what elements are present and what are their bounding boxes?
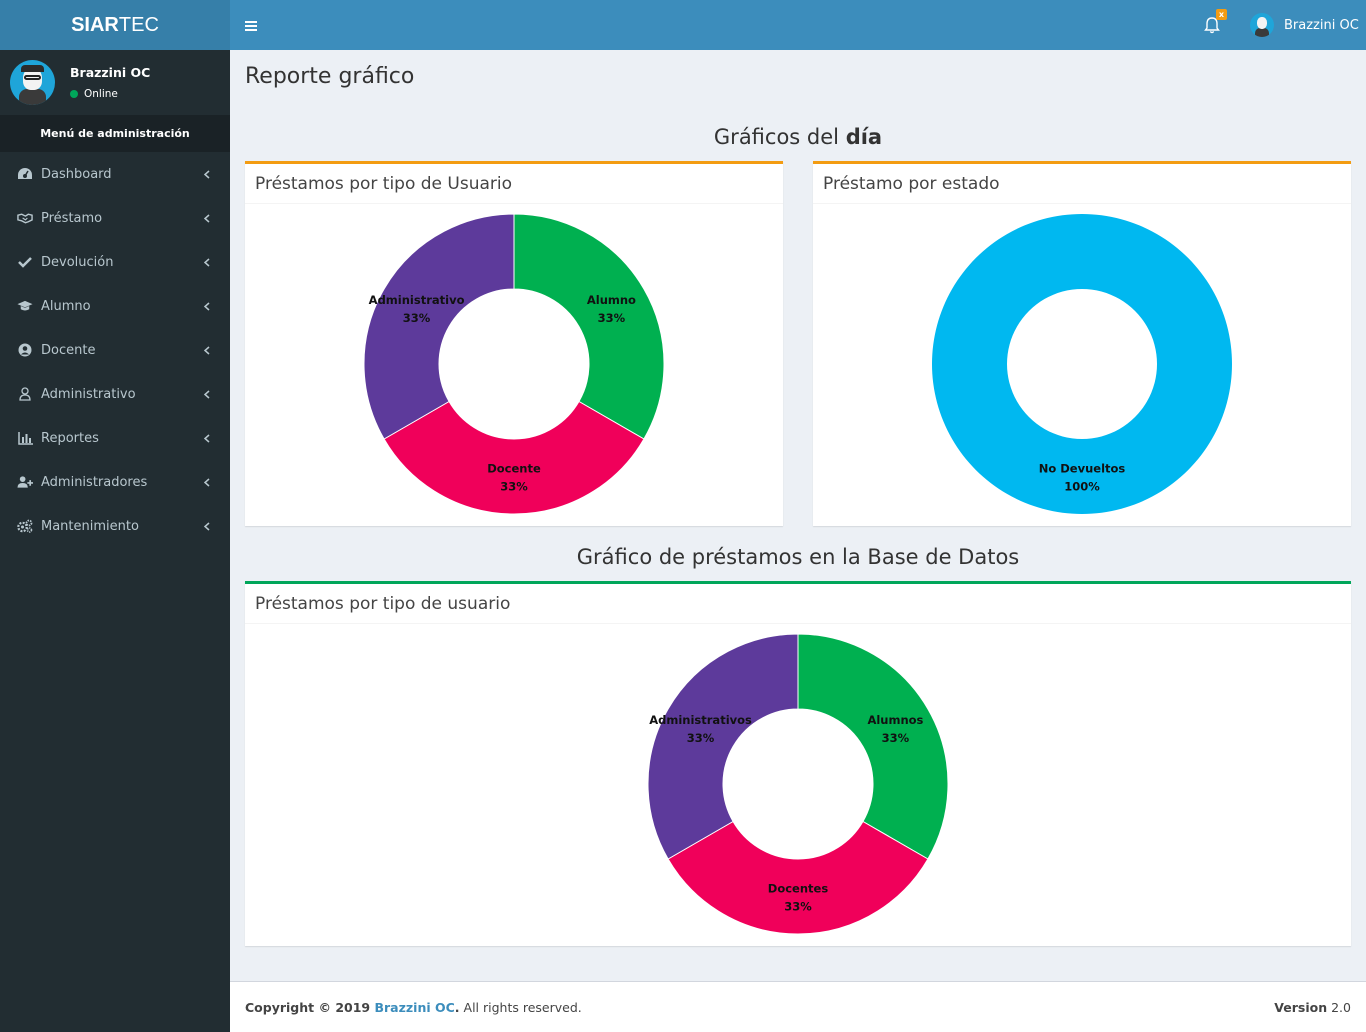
user-avatar-small xyxy=(1250,13,1274,37)
chevron-left-icon xyxy=(202,301,212,311)
chevron-left-icon xyxy=(202,257,212,267)
brand-link[interactable]: Brazzini OC xyxy=(374,1000,455,1015)
slice-value-label: 33% xyxy=(403,311,431,325)
slice-label: No Devueltos xyxy=(1039,462,1126,476)
user-plus-icon xyxy=(17,474,33,490)
slice-value-label: 33% xyxy=(784,900,812,914)
slice-value-label: 100% xyxy=(1064,480,1100,494)
slice-label: Administrativos xyxy=(649,713,752,727)
app-logo[interactable]: SIAR TEC xyxy=(0,0,230,50)
footer-version: Version 2.0 xyxy=(1274,1000,1351,1015)
chart-box-usuario: Préstamos por tipo de Usuario Alumno 33% D… xyxy=(245,161,783,526)
sidebar-item-dashboard[interactable]: Dashboard xyxy=(0,152,230,196)
chevron-left-icon xyxy=(202,389,212,399)
slice-label: Administrativo xyxy=(369,293,465,307)
chevron-left-icon xyxy=(202,169,212,179)
pie-slice-docentes[interactable] xyxy=(667,820,929,935)
box-title: Préstamos por tipo de usuario xyxy=(245,584,1351,624)
pie-slice-administrativos[interactable] xyxy=(647,633,799,860)
sidebar-item-label: Alumno xyxy=(41,298,91,314)
sidebar-item-devolucion[interactable]: Devolución xyxy=(0,240,230,284)
notification-badge: x xyxy=(1216,9,1227,20)
cogs-icon xyxy=(17,518,33,534)
sidebar-item-prestamo[interactable]: Préstamo xyxy=(0,196,230,240)
user-panel: Brazzini OC Online xyxy=(0,50,230,115)
bar-chart-icon xyxy=(17,430,33,446)
copyright-text: Copyright © 2019 xyxy=(245,1000,375,1015)
user-menu[interactable]: Brazzini OC xyxy=(1250,13,1359,37)
donut-chart-db: Alumnos 33% Docentes 33% Administrativos 33% xyxy=(647,633,949,935)
chevron-left-icon xyxy=(202,521,212,531)
online-dot-icon xyxy=(70,90,78,98)
menu-header: Menú de administración xyxy=(0,115,230,152)
sidebar-item-administradores[interactable]: Administradores xyxy=(0,460,230,504)
pie-slice-administrativo[interactable] xyxy=(363,213,515,440)
user-name: Brazzini OC xyxy=(70,65,151,80)
chart-box-estado: Préstamo por estado No Devueltos 100% xyxy=(813,161,1351,526)
dashboard-icon xyxy=(17,166,33,182)
user-status[interactable]: Online xyxy=(70,88,150,100)
chevron-left-icon xyxy=(202,345,212,355)
check-icon xyxy=(17,254,33,270)
bell-icon[interactable] xyxy=(1204,16,1220,34)
chevron-left-icon xyxy=(202,433,212,443)
sidebar-item-label: Devolución xyxy=(41,254,114,270)
sidebar-item-label: Administrativo xyxy=(41,386,136,402)
logo-bold: SIAR xyxy=(71,13,119,36)
sidebar-item-label: Reportes xyxy=(41,430,99,446)
sidebar-menu: Dashboard Préstamo Devolución Alumno Doc… xyxy=(0,152,230,548)
sidebar-item-label: Dashboard xyxy=(41,166,112,182)
graduation-cap-icon xyxy=(17,298,33,314)
copyright-period: . xyxy=(454,1000,460,1015)
pie-slice-docente[interactable] xyxy=(383,400,645,515)
slice-label: Docentes xyxy=(768,882,829,896)
pie-slice-alumno[interactable] xyxy=(513,213,665,440)
footer-copyright: Copyright © 2019 Brazzini OC. All rights… xyxy=(245,1000,582,1015)
version-label: Version xyxy=(1274,1000,1328,1015)
sidebar-item-administrativo[interactable]: Administrativo xyxy=(0,372,230,416)
slice-label: Alumno xyxy=(587,293,636,307)
donut-chart-estado: No Devueltos 100% xyxy=(931,214,1232,514)
sidebar-item-label: Administradores xyxy=(41,474,148,490)
section-title-db: Gráfico de préstamos en la Base de Datos xyxy=(576,545,1020,569)
user-status-label: Online xyxy=(84,88,118,100)
rights-text: All rights reserved. xyxy=(459,1000,582,1015)
page-title: Reporte gráfico xyxy=(245,64,415,89)
slice-value-label: 33% xyxy=(687,731,715,745)
sidebar-item-label: Préstamo xyxy=(41,210,103,226)
section-title-day-normal: Gráficos del xyxy=(713,125,846,149)
box-title: Préstamos por tipo de Usuario xyxy=(245,164,783,204)
user-avatar xyxy=(10,60,55,105)
slice-label: Docente xyxy=(487,462,541,476)
pie-slice-alumnos[interactable] xyxy=(797,633,949,860)
donut-chart-usuario: Alumno 33% Docente 33% Administrativo 33% xyxy=(363,213,665,515)
sidebar-item-alumno[interactable]: Alumno xyxy=(0,284,230,328)
slice-label: Alumnos xyxy=(867,713,923,727)
chevron-left-icon xyxy=(202,477,212,487)
section-title-day: Gráficos del día xyxy=(245,125,1351,149)
footer: Copyright © 2019 Brazzini OC. All rights… xyxy=(230,981,1366,1032)
box-title: Préstamo por estado xyxy=(813,164,1351,204)
section-title-day-bold: día xyxy=(845,125,883,149)
sidebar-item-mantenimiento[interactable]: Mantenimiento xyxy=(0,504,230,548)
chevron-left-icon xyxy=(202,213,212,223)
sidebar-item-docente[interactable]: Docente xyxy=(0,328,230,372)
hamburger-menu-icon[interactable] xyxy=(244,18,258,32)
slice-value-label: 33% xyxy=(500,480,528,494)
sidebar: SIAR TEC Brazzini OC Online Menú de admin… xyxy=(0,0,230,1032)
pie-slice-no-devueltos[interactable] xyxy=(931,214,1232,514)
chart-box-db: Préstamos por tipo de usuario Alumnos 33%… xyxy=(245,581,1351,946)
nav-username: Brazzini OC xyxy=(1284,17,1359,33)
top-navbar: x Brazzini OC xyxy=(230,0,1366,50)
slice-value-label: 33% xyxy=(882,731,910,745)
sidebar-item-reportes[interactable]: Reportes xyxy=(0,416,230,460)
user-icon xyxy=(17,386,33,402)
version-number: 2.0 xyxy=(1331,1000,1351,1015)
slice-value-label: 33% xyxy=(598,311,626,325)
handshake-icon xyxy=(17,210,33,226)
user-circle-icon xyxy=(17,342,33,358)
sidebar-item-label: Mantenimiento xyxy=(41,518,139,534)
logo-rest: TEC xyxy=(118,13,159,36)
sidebar-item-label: Docente xyxy=(41,342,96,358)
